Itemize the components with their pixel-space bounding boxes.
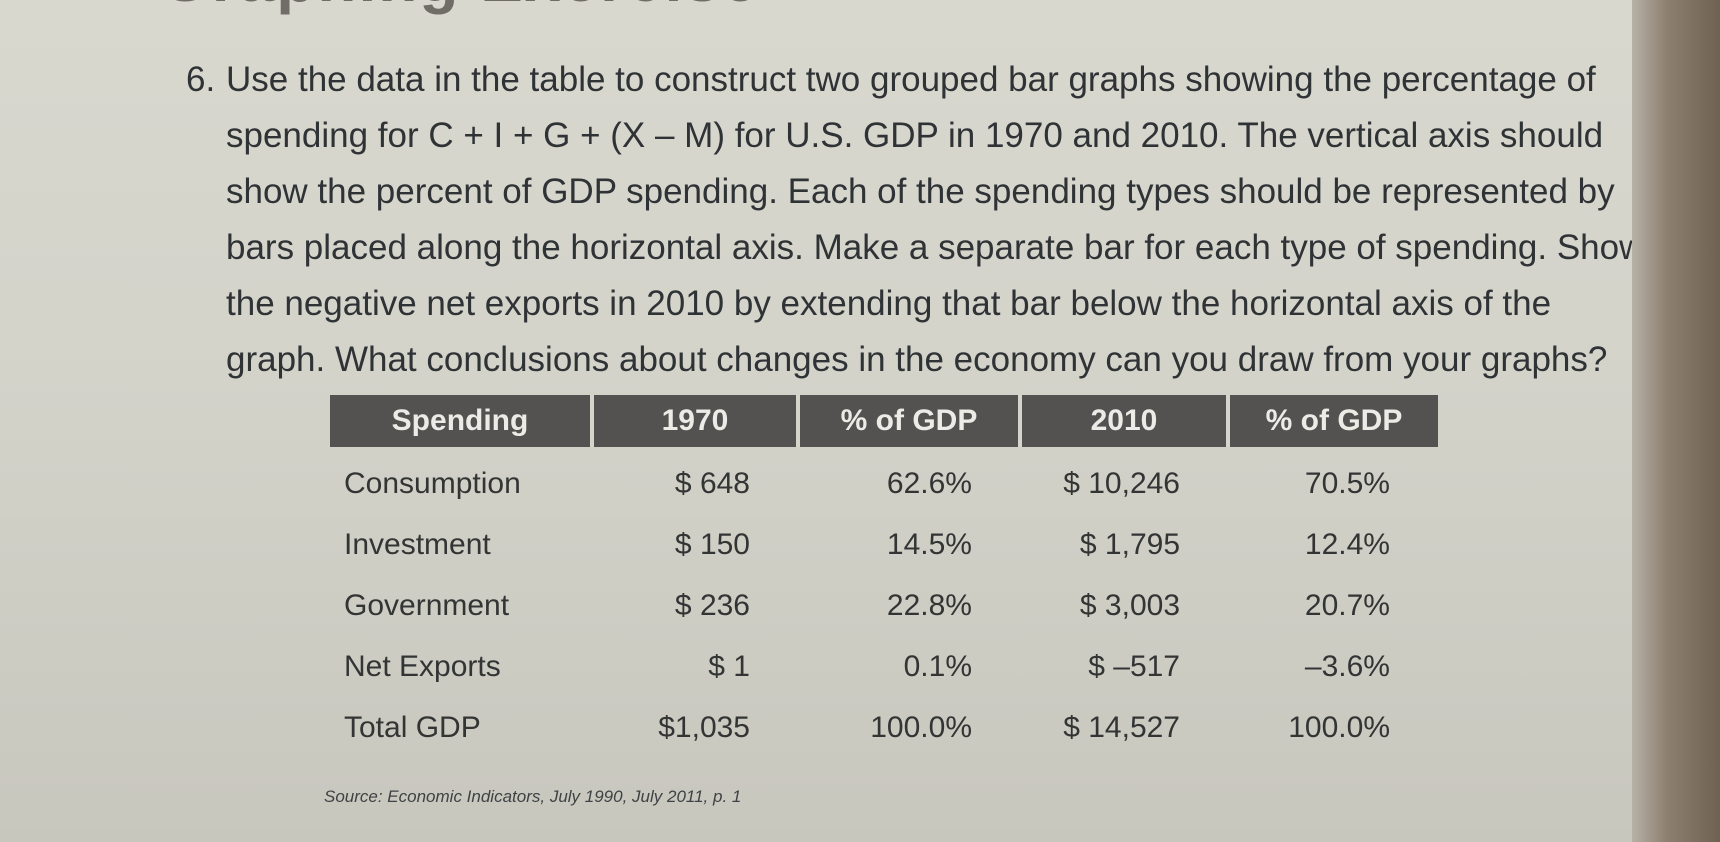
- question-line: show the percent of GDP spending. Each o…: [226, 172, 1615, 211]
- header-2010: 2010: [1020, 395, 1230, 447]
- cell-2010: $ 14,527: [1063, 710, 1180, 744]
- row-label: Government: [344, 588, 510, 622]
- textbook-page: Graphing Exercise 6. Use the data in the…: [0, 0, 1632, 842]
- question-line: bars placed along the horizontal axis. M…: [226, 228, 1632, 267]
- table-row: Investment $ 150 14.5% $ 1,795 12.4%: [330, 514, 1438, 575]
- cell-1970: $ 236: [674, 588, 750, 622]
- question-line: spending for C + I + G + (X – M) for U.S…: [226, 116, 1604, 155]
- row-label: Total GDP: [344, 710, 481, 744]
- cell-pct-2010: 70.5%: [1304, 466, 1390, 500]
- question-line: graph. What conclusions about changes in…: [226, 340, 1608, 379]
- cell-1970: $ 150: [674, 527, 750, 561]
- table-row: Government $ 236 22.8% $ 3,003 20.7%: [330, 575, 1438, 636]
- cell-pct-2010: –3.6%: [1304, 649, 1390, 683]
- source-citation: Source: Economic Indicators, July 1990, …: [324, 787, 742, 806]
- row-label: Net Exports: [344, 649, 501, 683]
- header-pct-1970: % of GDP: [798, 395, 1022, 447]
- question-text: Use the data in the table to construct t…: [226, 52, 1632, 388]
- cell-pct-1970: 62.6%: [886, 466, 972, 500]
- header-spending: Spending: [330, 395, 594, 447]
- cell-pct-2010: 100.0%: [1288, 710, 1390, 744]
- header-1970: 1970: [592, 395, 800, 447]
- table-row: Consumption $ 648 62.6% $ 10,246 70.5%: [330, 447, 1438, 514]
- header-pct-2010: % of GDP: [1228, 395, 1438, 447]
- cell-1970: $1,035: [658, 710, 750, 744]
- cell-pct-1970: 14.5%: [886, 527, 972, 561]
- row-label: Investment: [344, 527, 491, 561]
- question-line: the negative net exports in 2010 by exte…: [226, 284, 1552, 323]
- cell-pct-1970: 22.8%: [886, 588, 972, 622]
- table-row: Total GDP $1,035 100.0% $ 14,527 100.0%: [330, 697, 1438, 758]
- cell-1970: $ 648: [674, 466, 750, 500]
- table-header-row: Spending 1970 % of GDP 2010 % of GDP: [330, 395, 1438, 447]
- cell-pct-1970: 0.1%: [903, 649, 972, 683]
- cell-pct-2010: 12.4%: [1304, 527, 1390, 561]
- question-line: Use the data in the table to construct t…: [226, 60, 1596, 99]
- cell-pct-1970: 100.0%: [870, 710, 972, 744]
- row-label: Consumption: [344, 466, 521, 500]
- question-number: 6.: [186, 60, 216, 99]
- cell-2010: $ –517: [1088, 649, 1180, 683]
- cell-2010: $ 3,003: [1079, 588, 1180, 622]
- cell-2010: $ 10,246: [1063, 466, 1180, 500]
- cell-1970: $ 1: [708, 649, 750, 683]
- gdp-spending-table: Spending 1970 % of GDP 2010 % of GDP Con…: [330, 395, 1438, 758]
- page-edge: [1632, 0, 1720, 842]
- cell-2010: $ 1,795: [1079, 527, 1180, 561]
- table-row: Net Exports $ 1 0.1% $ –517 –3.6%: [330, 636, 1438, 697]
- cell-pct-2010: 20.7%: [1304, 588, 1390, 622]
- section-heading: Graphing Exercise: [160, 0, 760, 16]
